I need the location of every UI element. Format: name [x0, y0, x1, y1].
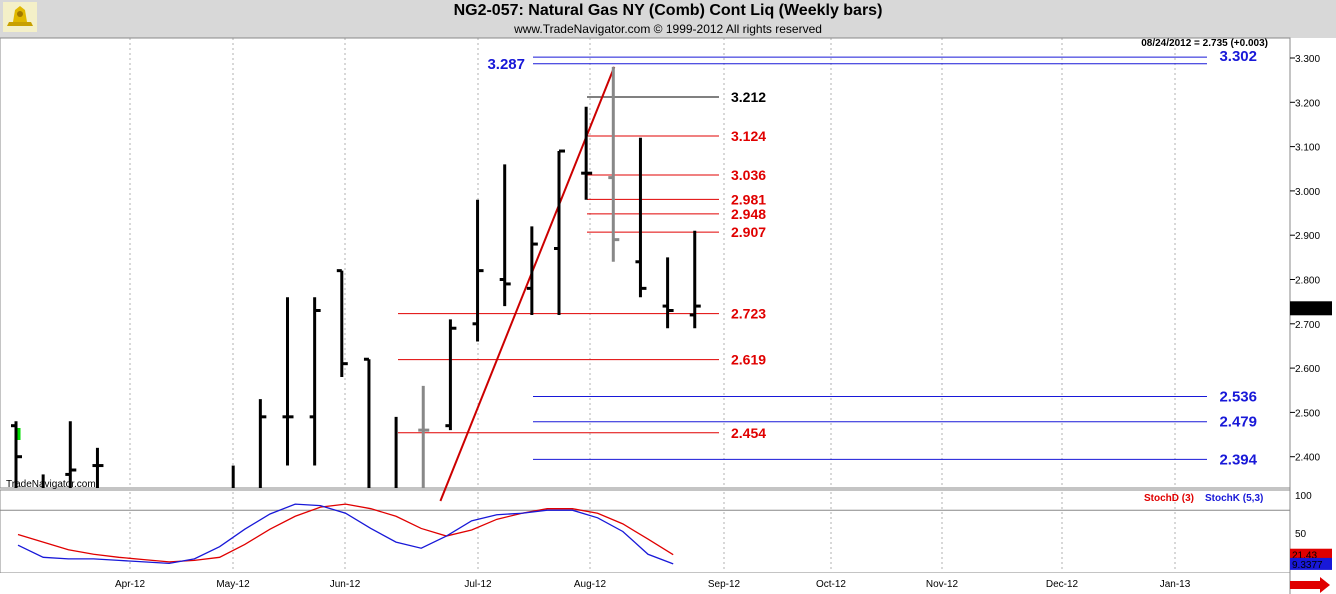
price-tick-label: 2.400 [1295, 453, 1320, 464]
price-tick-label: 2.500 [1295, 408, 1320, 419]
level-label: 3.287 [487, 56, 525, 73]
stochastic-panel: 100 50 21.439.3377 StochD (3) StochK (5,3) [0, 491, 1332, 593]
price-bar [363, 357, 371, 488]
stoch-last-label: 21.43 [1292, 551, 1317, 562]
copyright-line: www.TradeNavigator.com © 1999-2012 All r… [514, 22, 822, 36]
level-label: 3.212 [731, 89, 766, 105]
level-label: 3.036 [731, 167, 766, 183]
price-bar [445, 319, 457, 431]
date-tick-label: Aug-12 [574, 579, 607, 590]
watermark: TradeNavigator.com [6, 479, 96, 490]
date-tick-label: May-12 [216, 579, 250, 590]
level-label: 2.723 [731, 306, 766, 322]
price-bar [65, 421, 77, 488]
level-label: 2.981 [731, 191, 766, 207]
stochk-legend: StochK (5,3) [1205, 493, 1263, 504]
price-tick-label: 3.000 [1295, 187, 1320, 198]
price-panel-bg [0, 38, 1290, 488]
price-bar [231, 465, 235, 488]
date-tick-label: Sep-12 [708, 579, 741, 590]
price-bar [336, 269, 348, 377]
date-tick-label: Jan-13 [1160, 579, 1191, 590]
level-label: 2.479 [1219, 414, 1257, 431]
price-bar [554, 149, 565, 315]
level-label: 2.454 [731, 425, 766, 441]
price-axis: 3.300 3.200 3.100 3.000 2.900 2.800 2.700 2.600… [1289, 38, 1336, 594]
stoch-tick-label: 100 [1295, 491, 1312, 502]
level-label: 2.619 [731, 352, 766, 368]
price-bar [394, 416, 398, 488]
date-tick-label: Dec-12 [1046, 579, 1079, 590]
level-label: 3.302 [1219, 48, 1257, 65]
price-bar [418, 385, 430, 488]
price-bar [635, 137, 647, 298]
axis-bg [1290, 38, 1336, 594]
price-tick-label: 2.800 [1295, 276, 1320, 287]
price-bar [662, 257, 674, 329]
price-bar [41, 474, 45, 488]
price-bar [11, 421, 22, 488]
price-bar [499, 164, 511, 307]
date-tick-label: Jul-12 [464, 579, 492, 590]
stochd-legend: StochD (3) [1144, 493, 1194, 504]
grid-lines [0, 37, 1291, 594]
price-tick-label: 3.300 [1295, 54, 1320, 65]
price-tick-label: 3.100 [1295, 143, 1320, 154]
price-tick-label: 2.900 [1295, 231, 1320, 242]
price-bar [309, 297, 321, 466]
date-axis-bg [0, 573, 1290, 594]
stoch-last-box [1290, 557, 1332, 570]
chart-title: NG2-057: Natural Gas NY (Comb) Cont Liq … [453, 2, 883, 19]
arrow-icon [1290, 577, 1330, 593]
last-price-label: 2.735 [1292, 304, 1317, 315]
price-tick-label: 2.600 [1295, 364, 1320, 375]
level-label: 2.394 [1219, 451, 1257, 468]
trade-navigator-logo-icon [3, 2, 37, 32]
price-bar [608, 66, 620, 262]
last-quote: 08/24/2012 = 2.735 (+0.003) [1141, 38, 1268, 49]
price-tick-label: 3.200 [1295, 98, 1320, 109]
last-price-box [1290, 301, 1332, 316]
price-bar [472, 199, 484, 342]
price-bar [258, 399, 267, 488]
level-label: 3.124 [731, 128, 766, 144]
price-bar [689, 230, 701, 329]
price-tick-label: 2.700 [1295, 320, 1320, 331]
stoch-series-line [17, 503, 674, 565]
stoch-series-line [17, 503, 674, 563]
date-tick-label: Oct-12 [816, 579, 846, 590]
price-bar [92, 447, 104, 488]
date-tick-label: Jun-12 [330, 579, 361, 590]
price-bar [282, 297, 294, 466]
date-tick-label: Apr-12 [115, 579, 145, 590]
date-tick-label: Nov-12 [926, 579, 959, 590]
stoch-last-label: 9.3377 [1292, 560, 1323, 571]
date-axis: Apr-12 May-12 Jun-12 Jul-12 Aug-12 Sep-12 Oct-… [115, 579, 1191, 590]
price-bars [11, 66, 701, 488]
price-bar [581, 106, 593, 200]
stoch-tick-label: 50 [1295, 529, 1307, 540]
level-label: 2.907 [731, 224, 766, 240]
chart-header: NG2-057: Natural Gas NY (Comb) Cont Liq … [0, 0, 1336, 38]
level-label: 2.536 [1219, 388, 1257, 405]
stoch-last-box [1290, 548, 1332, 561]
level-label: 2.948 [731, 206, 766, 222]
price-bar [526, 226, 538, 315]
